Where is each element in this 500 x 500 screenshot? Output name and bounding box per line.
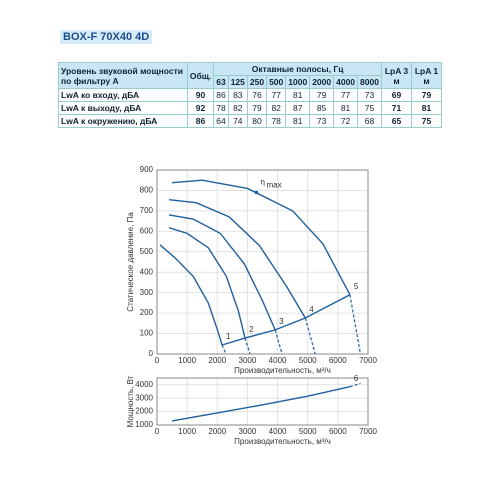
x-tick-label: 5000 xyxy=(299,356,317,365)
curve-tail xyxy=(349,294,362,355)
y-tick-label: 500 xyxy=(140,247,154,256)
y-tick-label: 200 xyxy=(140,308,154,317)
y-tick-label: 3000 xyxy=(135,393,153,402)
x-tick-label: 6000 xyxy=(329,427,347,436)
y-tick-label: 900 xyxy=(140,165,154,174)
curve xyxy=(171,386,351,422)
y-tick-label: 4000 xyxy=(135,380,153,389)
y-tick-label: 2000 xyxy=(135,407,153,416)
y-axis-label: Мощность, Вт xyxy=(126,375,135,427)
curve xyxy=(168,214,276,331)
curve xyxy=(172,179,351,296)
table-cell: 63 xyxy=(213,75,229,89)
table-cell: LpA 1 м xyxy=(410,62,443,89)
y-tick-label: 700 xyxy=(140,206,154,215)
table-cell: 80 xyxy=(246,114,268,128)
curve xyxy=(159,244,223,346)
x-tick-label: 0 xyxy=(155,427,160,436)
curve-label: 2 xyxy=(249,325,254,334)
table-cell: 73 xyxy=(309,114,335,128)
table-cell: 1000 xyxy=(285,75,311,89)
table-cell: 64 xyxy=(213,114,229,128)
y-tick-label: 1000 xyxy=(135,420,153,429)
table-cell: 81 xyxy=(285,88,311,102)
x-tick-label: 1000 xyxy=(178,427,196,436)
x-tick-label: 7000 xyxy=(359,427,377,436)
table-cell: 8000 xyxy=(357,75,382,89)
table-row: Уровень звуковой мощности по фильтру А Об… xyxy=(58,62,443,89)
x-axis-label: Производительность, м³/ч xyxy=(234,366,331,375)
y-tick-label: 300 xyxy=(140,288,154,297)
curve-tail xyxy=(304,317,316,355)
plot-frame xyxy=(156,377,369,426)
table-cell: 81 xyxy=(333,101,359,115)
x-tick-label: 5000 xyxy=(299,427,317,436)
table-cell: 81 xyxy=(285,114,311,128)
table-row: 63 125 250 500 1000 2000 4000 8000 xyxy=(59,75,442,89)
curve-tail xyxy=(349,382,361,388)
title: BOX-F 70X40 4D xyxy=(60,30,153,44)
table-row: LwA к окружению, дБА 86 64 74 80 78 81 73 72 68 65… xyxy=(58,114,443,128)
eta-max-label: η xyxy=(260,178,264,187)
x-tick-label: 4000 xyxy=(269,427,287,436)
table-cell: 72 xyxy=(333,114,359,128)
curve xyxy=(221,294,351,346)
table-cell: Общ. xyxy=(186,62,215,89)
curve xyxy=(168,198,306,319)
y-axis-label: Статическое давление, Па xyxy=(126,212,135,312)
y-tick-label: 400 xyxy=(140,267,154,276)
x-tick-label: 4000 xyxy=(269,356,287,365)
curve-label: 1 xyxy=(226,332,231,341)
table-cell: 75 xyxy=(410,114,443,128)
table-cell: 2000 xyxy=(309,75,335,89)
curve-label: 6 xyxy=(354,374,359,383)
y-tick-label: 800 xyxy=(140,186,154,195)
table-cell: LpA 3 м xyxy=(380,62,412,89)
x-tick-label: 2000 xyxy=(208,356,226,365)
curve-tail xyxy=(244,337,251,355)
x-tick-label: 6000 xyxy=(329,356,347,365)
table-cell: 250 xyxy=(246,75,268,89)
x-tick-label: 3000 xyxy=(239,356,257,365)
x-tick-label: 0 xyxy=(155,356,160,365)
curve-tail xyxy=(221,344,227,355)
y-tick-label: 100 xyxy=(140,329,154,338)
table-cell: 78 xyxy=(266,114,287,128)
curve-label: 3 xyxy=(279,317,284,326)
x-tick-label: 2000 xyxy=(208,427,226,436)
sound-table: Уровень звуковой мощности по фильтру А Об… xyxy=(58,62,443,128)
table-cell: Уровень звуковой мощности по фильтру А xyxy=(58,62,188,89)
eta-max-sub: max xyxy=(266,181,281,190)
x-tick-label: 1000 xyxy=(178,356,196,365)
x-axis-label: Производительность, м³/ч xyxy=(234,437,331,446)
table-cell: 65 xyxy=(380,114,412,128)
x-tick-label: 7000 xyxy=(359,356,377,365)
curve-label: 4 xyxy=(309,305,314,314)
x-tick-label: 3000 xyxy=(239,427,257,436)
y-tick-label: 600 xyxy=(140,226,154,235)
curve-label: 5 xyxy=(354,282,359,291)
curve-tail xyxy=(274,329,283,355)
eta-max-point xyxy=(254,190,259,195)
plot-frame xyxy=(156,169,369,355)
y-tick-label: 0 xyxy=(149,349,154,358)
curve xyxy=(168,226,246,339)
table-row: LwA ко входу, дБА 90 86 83 76 77 81 79 77 73 69 79 xyxy=(58,88,443,102)
